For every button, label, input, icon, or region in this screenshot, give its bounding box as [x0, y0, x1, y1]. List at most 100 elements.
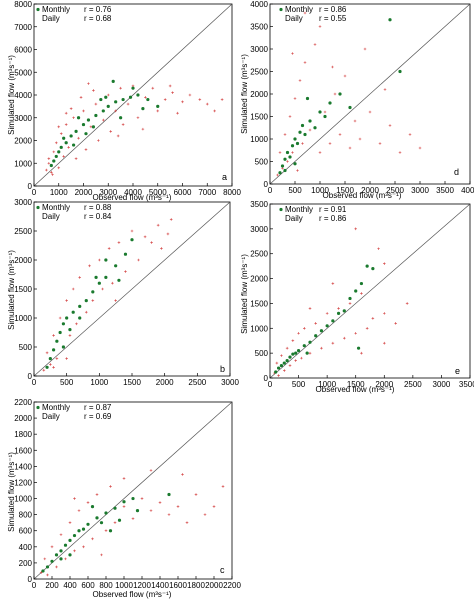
daily-point-b: [84, 310, 88, 314]
ylabel-a: Simulated flow (m³s⁻¹): [7, 55, 16, 135]
y-tick-label-d: 4000: [250, 0, 268, 9]
monthly-point-c: [131, 496, 135, 501]
daily-point-c: [181, 473, 184, 476]
daily-point-b: [52, 366, 55, 369]
daily-point-c: [91, 537, 94, 541]
monthly-point-d: [318, 110, 322, 114]
x-tick-label-d: 2500: [386, 186, 404, 195]
daily-point-c: [203, 513, 207, 516]
monthly-point-a: [84, 132, 88, 136]
monthly-point-e: [285, 359, 289, 363]
daily-point-b: [65, 357, 68, 360]
daily-point-d: [323, 110, 327, 114]
daily-point-a: [109, 130, 113, 133]
daily-point-b: [91, 299, 95, 302]
x-tick-label-b: 500: [60, 378, 74, 387]
monthly-point-d: [300, 123, 305, 128]
legend-b-monthly-name: Monthly: [42, 203, 70, 212]
daily-point-c: [59, 533, 63, 537]
monthly-point-c: [113, 506, 117, 510]
daily-point-b: [98, 258, 101, 262]
daily-point-a: [163, 98, 167, 101]
daily-point-c: [68, 521, 72, 524]
monthly-point-a: [94, 113, 98, 118]
daily-point-a: [67, 146, 70, 149]
daily-point-b: [150, 241, 153, 244]
daily-point-c: [131, 517, 135, 520]
x-tick-label-b: 3000: [221, 378, 239, 387]
one-to-one-line-d: [269, 3, 471, 185]
monthly-point-b: [65, 316, 69, 320]
legend-c-monthly-name: Monthly: [42, 403, 70, 412]
monthly-point-e: [294, 351, 298, 355]
y-tick-label-a: 5000: [14, 68, 32, 77]
daily-point-b: [55, 357, 59, 360]
daily-point-c: [122, 505, 126, 508]
x-tick-label-e: 2000: [375, 380, 393, 389]
daily-point-e: [314, 322, 318, 325]
daily-point-a: [156, 109, 160, 113]
y-tick-label-e: 1500: [250, 299, 268, 308]
daily-point-d: [378, 142, 382, 145]
legend-e-monthly-name: Monthly: [285, 205, 313, 214]
daily-point-a: [181, 100, 184, 104]
monthly-point-a: [52, 159, 56, 163]
monthly-point-a: [59, 145, 63, 149]
daily-point-a: [47, 157, 51, 160]
daily-point-e: [288, 364, 292, 367]
daily-point-d: [408, 133, 412, 136]
daily-point-c: [113, 521, 117, 524]
daily-point-e: [291, 339, 295, 343]
daily-point-a: [59, 132, 63, 135]
monthly-point-b: [78, 304, 82, 308]
monthly-point-d: [328, 101, 332, 105]
daily-point-a: [102, 118, 105, 122]
daily-point-b: [65, 299, 68, 302]
monthly-point-a: [86, 118, 91, 122]
monthly-point-a: [72, 143, 76, 147]
y-tick-label-c: 1400: [14, 462, 32, 471]
y-tick-label-c: 200: [19, 559, 33, 568]
x-tick-label-c: 400: [63, 581, 77, 590]
daily-point-a: [220, 98, 224, 101]
monthly-point-a: [114, 100, 118, 104]
daily-point-d: [308, 128, 312, 132]
daily-point-b: [114, 299, 117, 302]
monthly-point-d: [283, 168, 287, 173]
monthly-point-c: [167, 492, 171, 497]
monthly-point-d: [298, 130, 302, 134]
monthly-point-a: [128, 95, 133, 99]
daily-point-c: [109, 485, 112, 488]
y-tick-label-b: 1000: [14, 314, 32, 323]
daily-point-a: [72, 116, 75, 120]
y-tick-label-e: 2000: [250, 275, 268, 284]
daily-point-c: [55, 565, 58, 569]
legend-b-monthly-marker: [36, 205, 40, 210]
daily-point-b: [156, 223, 160, 227]
y-tick-label-a: 1000: [14, 159, 32, 168]
monthly-point-e: [359, 281, 364, 286]
monthly-point-a: [91, 125, 95, 129]
y-tick-label-c: 400: [19, 543, 33, 552]
x-tick-label-a: 5000: [149, 188, 167, 197]
legend-c: Monthly r = 0.87 Daily r = 0.69: [36, 403, 112, 421]
panel-letter-c: c: [220, 565, 225, 575]
legend-d-monthly-r: r = 0.86: [319, 5, 347, 14]
legend-a-monthly-name: Monthly: [42, 5, 70, 14]
daily-point-e: [302, 326, 306, 330]
daily-point-a: [126, 102, 130, 106]
x-tick-label-c: 0: [32, 581, 37, 590]
daily-point-b: [42, 368, 46, 372]
daily-point-b: [130, 229, 134, 233]
monthly-point-e: [319, 329, 324, 333]
monthly-point-a: [156, 104, 160, 108]
monthly-point-a: [69, 134, 73, 138]
y-tick-label-d: 2500: [250, 68, 268, 77]
x-tick-label-a: 6000: [174, 188, 192, 197]
daily-point-d: [276, 173, 279, 177]
monthly-point-b: [52, 348, 56, 352]
x-tick-label-c: 2200: [223, 581, 241, 590]
monthly-point-a: [131, 86, 135, 90]
x-tick-label-c: 2000: [205, 581, 223, 590]
daily-point-c: [46, 573, 49, 577]
